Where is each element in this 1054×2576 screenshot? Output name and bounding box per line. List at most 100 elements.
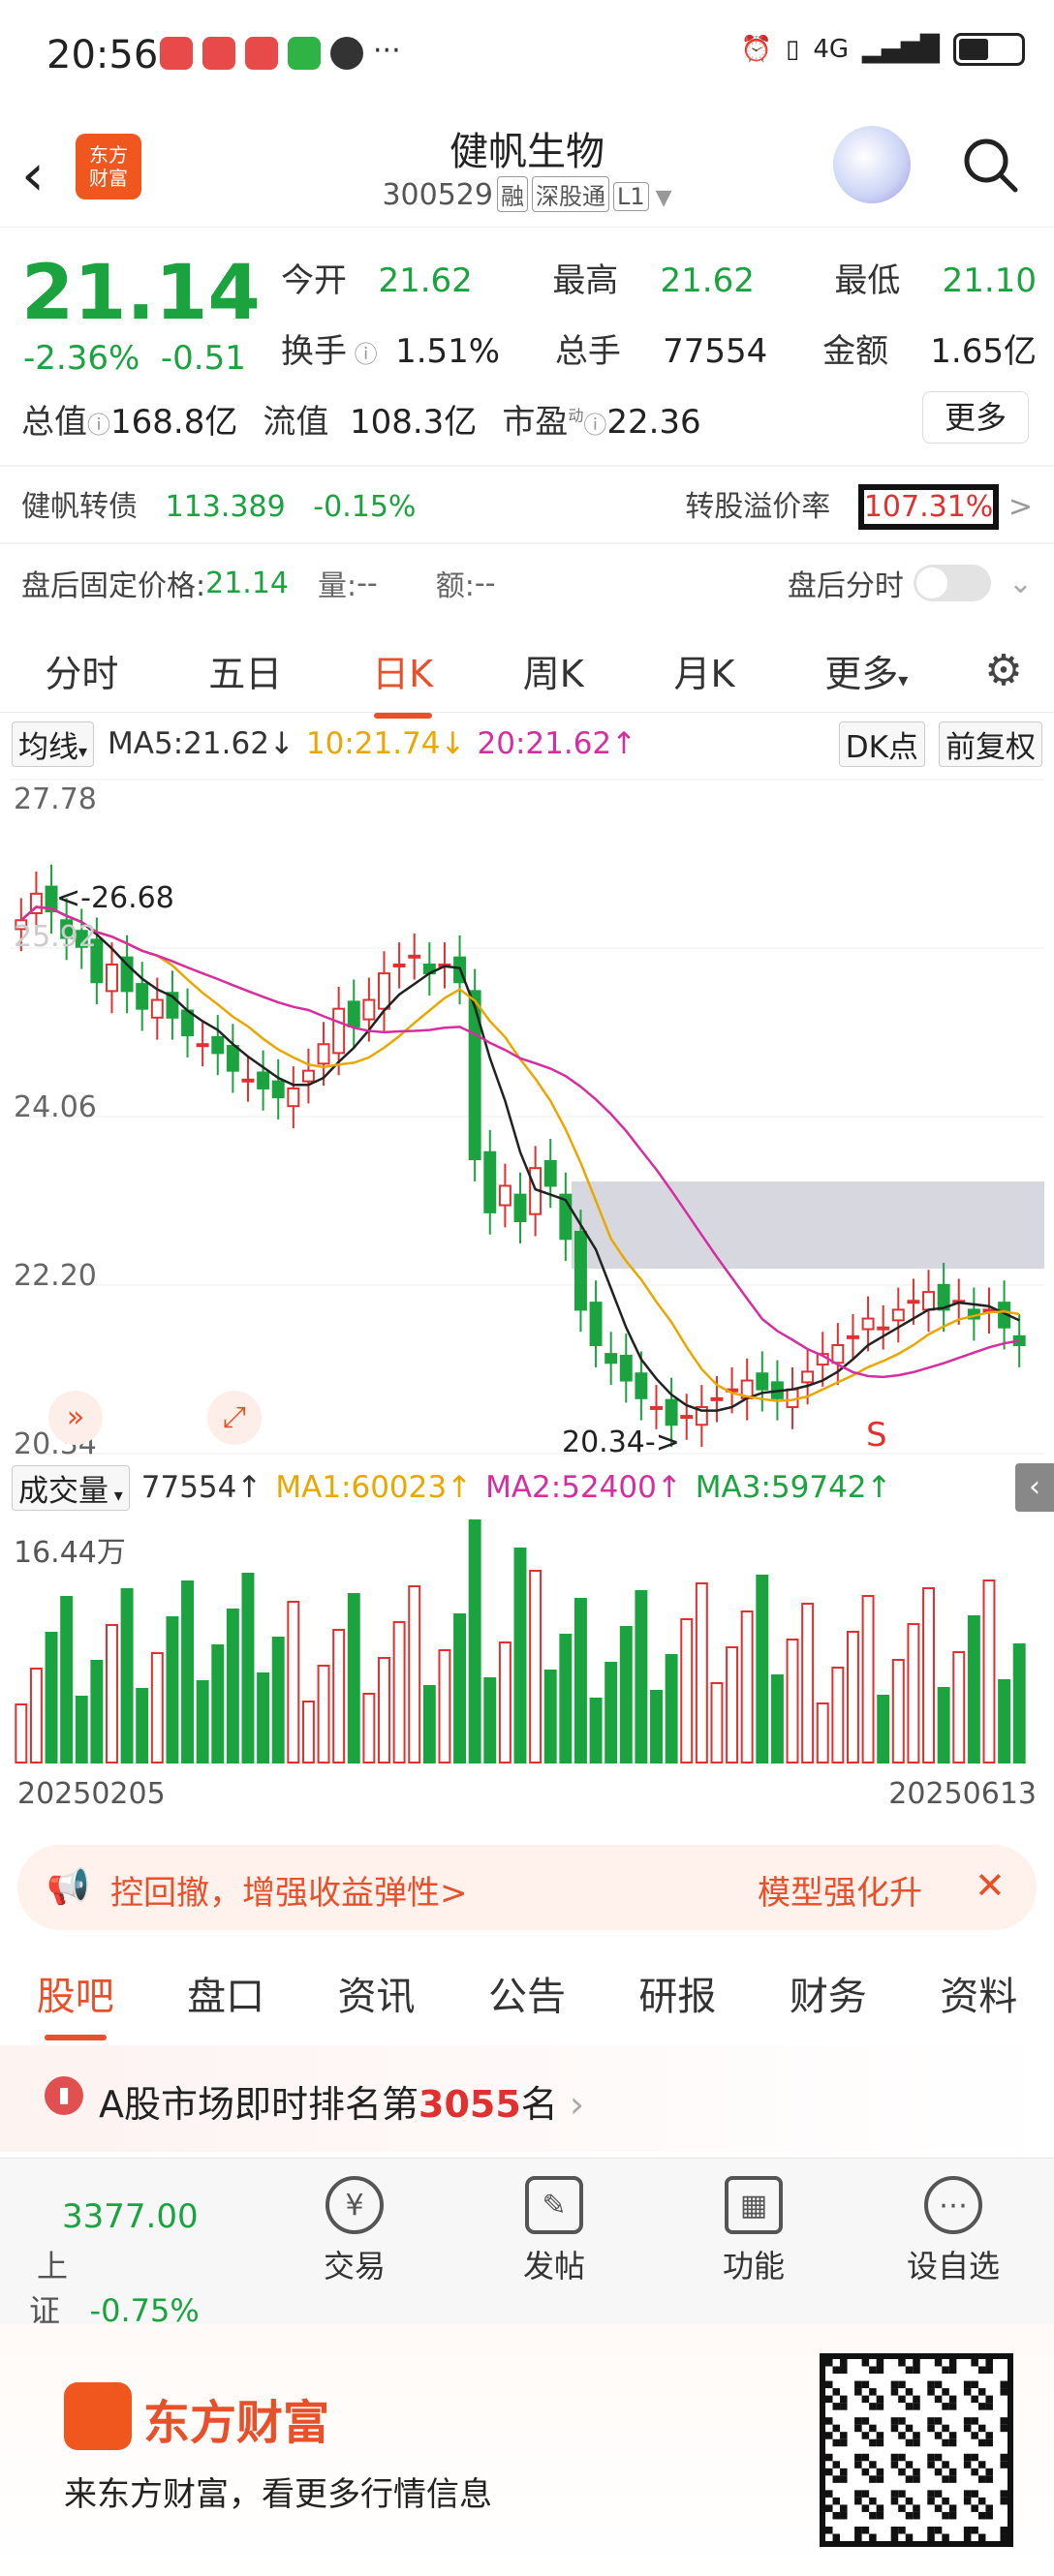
edit-icon: ✎: [525, 2176, 583, 2234]
tab-forum[interactable]: 股吧: [37, 1965, 114, 2040]
candle-body: [75, 930, 88, 948]
volume-bar: [120, 1588, 134, 1763]
promo-banner[interactable]: 📢 控回撤，增强收益弹性> 模型强化升 ✕: [17, 1845, 1037, 1930]
candle-body: [619, 1354, 633, 1382]
ma5-line: [19, 905, 1020, 1412]
nav-post[interactable]: ✎ 发帖: [486, 2176, 622, 2286]
nav-functions[interactable]: ▦ 功能: [686, 2176, 822, 2286]
volume-bar: [226, 1609, 239, 1763]
convertible-bond-row[interactable]: 健帆转债 113.389 -0.15% 转股溢价率 107.31% >: [21, 482, 1033, 530]
app-notification-icon: [202, 37, 235, 70]
volume-bar: [29, 1668, 43, 1763]
tab-profile[interactable]: 资料: [940, 1975, 1018, 2019]
tag-connect: 深股通: [531, 176, 609, 212]
tab-five-day[interactable]: 五日: [208, 653, 283, 695]
volume-bar: [726, 1646, 739, 1763]
nav-trade[interactable]: ¥ 交易: [287, 2176, 422, 2286]
ma10-value: 10:21.74↓: [305, 726, 466, 761]
candle-body: [150, 998, 164, 1019]
volume-chart[interactable]: [0, 1516, 1054, 1769]
volume-select[interactable]: 成交量 ▾: [12, 1464, 130, 1511]
low-marker: 20.34->: [562, 1426, 680, 1459]
volume-bar: [967, 1615, 980, 1763]
expand-left-icon[interactable]: »: [48, 1391, 103, 1445]
volume-bar: [317, 1665, 330, 1763]
volume-bar: [90, 1660, 104, 1763]
collapse-icon[interactable]: ‹: [1015, 1463, 1054, 1512]
stock-name: 健帆生物: [450, 130, 604, 174]
tab-research[interactable]: 研报: [638, 1975, 717, 2019]
candlestick-chart[interactable]: [0, 770, 1054, 1462]
vol-ma2: MA2:52400↑: [485, 1470, 682, 1505]
volume-bar: [166, 1616, 179, 1763]
tab-more[interactable]: 更多▾: [824, 653, 909, 695]
volume-bar: [770, 1674, 784, 1763]
tab-news[interactable]: 资讯: [337, 1975, 416, 2019]
volume-bar: [680, 1618, 694, 1763]
adjust-button[interactable]: 前复权: [939, 721, 1042, 767]
volume-bar: [15, 1703, 28, 1763]
candle-body: [604, 1353, 618, 1365]
volume-bar: [937, 1687, 950, 1763]
dk-button[interactable]: DK点: [838, 721, 925, 767]
stock-header: ‹ 东方 财富 健帆生物 300529 融深股通 L1 ▼: [0, 107, 1054, 228]
tab-announcements[interactable]: 公告: [487, 1975, 566, 2019]
volume-bar: [196, 1680, 209, 1763]
candle-body: [589, 1302, 603, 1346]
volume-bar: [106, 1624, 118, 1763]
chevron-down-icon[interactable]: ▼: [648, 186, 672, 210]
tab-finance[interactable]: 财务: [789, 1975, 867, 2019]
back-button[interactable]: ‹: [21, 141, 45, 209]
volume-bar: [498, 1641, 512, 1763]
volume-bar: [559, 1634, 573, 1763]
candle-body: [756, 1372, 769, 1391]
volume-bar: [181, 1580, 195, 1763]
grid-icon: ▦: [725, 2176, 783, 2234]
quote-row-3: 总值ⓘ168.8亿 流值 108.3亿 市盈动ⓘ22.36: [21, 403, 701, 442]
fullscreen-icon[interactable]: ⤢: [207, 1391, 262, 1445]
index-quote[interactable]: 3377.00 上证 -0.75%: [29, 2197, 200, 2329]
candle-body: [650, 1405, 663, 1410]
candle-body: [559, 1193, 573, 1241]
tag-margin: 融: [496, 176, 528, 212]
volume-bar: [468, 1519, 481, 1763]
tab-daily-k[interactable]: 日K: [358, 644, 447, 719]
stock-code: 300529: [382, 178, 493, 212]
volume-bar: [60, 1596, 74, 1763]
brand-name: 东方财富: [143, 2396, 330, 2450]
battery-icon: [953, 33, 1025, 66]
close-icon[interactable]: ✕: [975, 1864, 1006, 1907]
after-hours-toggle[interactable]: [913, 565, 991, 601]
gear-icon[interactable]: ⚙: [984, 646, 1023, 695]
candle-body: [907, 1300, 920, 1304]
indicator-select[interactable]: 均线▾: [12, 721, 95, 767]
tab-monthly-k[interactable]: 月K: [673, 653, 735, 695]
candle-body: [347, 1000, 360, 1027]
content-tabs: 股吧 盘口 资讯 公告 研报 财务 资料: [0, 1947, 1054, 2040]
candle-body: [211, 1035, 225, 1055]
candle-body: [301, 1069, 315, 1083]
eastmoney-logo[interactable]: 东方 财富: [76, 134, 141, 199]
candle-body: [378, 972, 390, 1010]
volume-bar: [241, 1573, 255, 1763]
volume-bar: [982, 1579, 996, 1763]
tab-minute[interactable]: 分时: [45, 653, 119, 695]
tab-weekly-k[interactable]: 周K: [522, 653, 584, 695]
candle-body: [257, 1071, 270, 1089]
volume-bar: [1012, 1643, 1026, 1763]
nav-add-watchlist[interactable]: ⋯ 设自选: [885, 2176, 1021, 2286]
search-icon[interactable]: [959, 134, 1021, 196]
candle-body: [120, 956, 134, 993]
volume-bar: [574, 1598, 587, 1763]
chevron-down-icon[interactable]: ⌄: [1008, 566, 1033, 600]
volume-bar: [877, 1695, 890, 1763]
candle-body: [680, 1415, 694, 1420]
volume-value: 77554↑: [140, 1470, 263, 1505]
more-button[interactable]: 更多: [922, 391, 1029, 444]
volume-bar: [801, 1603, 815, 1763]
assistant-robot-icon[interactable]: [833, 126, 911, 203]
candle-body: [166, 992, 179, 1019]
tab-orderbook[interactable]: 盘口: [187, 1975, 265, 2019]
market-rank-card[interactable]: ▮ A股市场即时排名第3055名 ›: [0, 2045, 1054, 2152]
price-change: -2.36% -0.51: [23, 339, 246, 378]
